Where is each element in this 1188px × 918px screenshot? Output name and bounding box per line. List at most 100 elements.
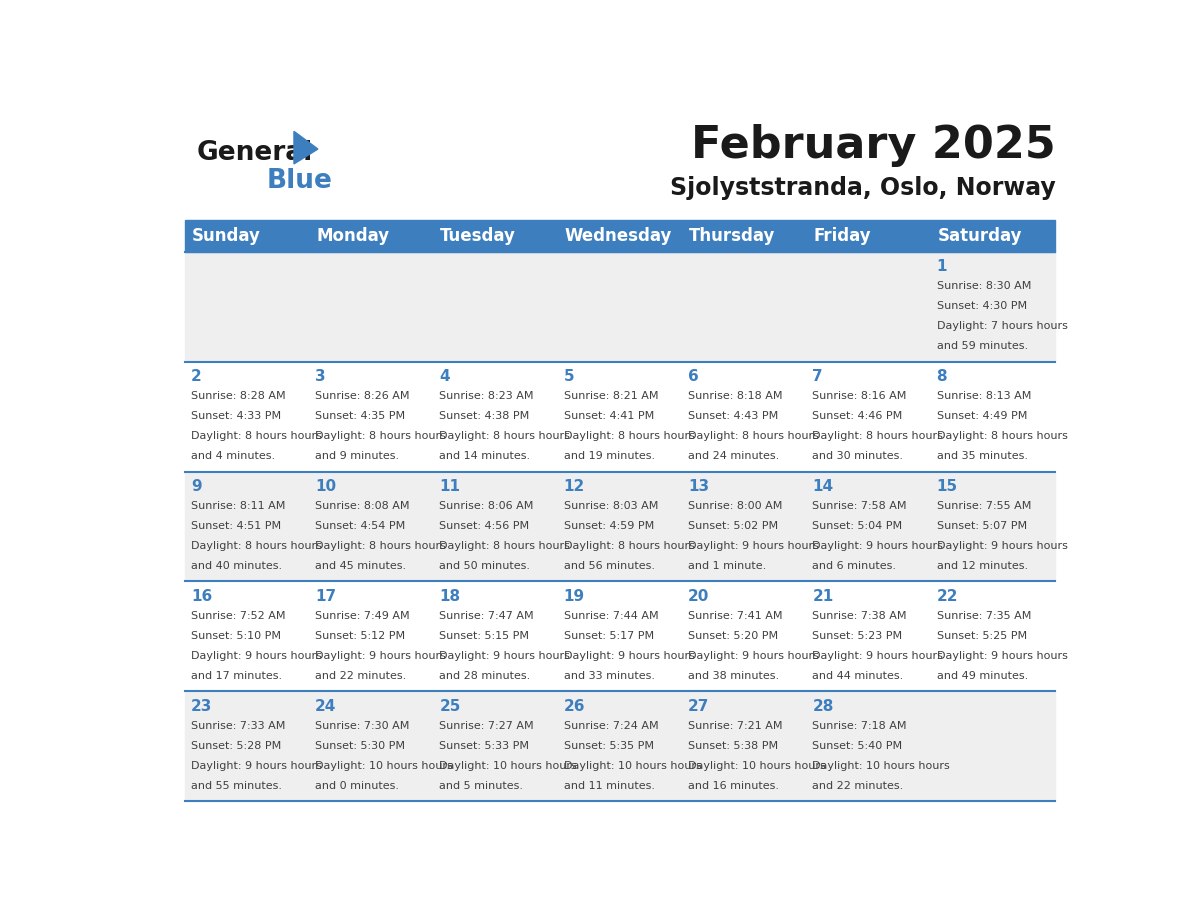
Text: 8: 8 [936,369,947,384]
Text: Daylight: 8 hours hours: Daylight: 8 hours hours [315,431,446,441]
Text: Sjolyststranda, Oslo, Norway: Sjolyststranda, Oslo, Norway [670,176,1055,200]
Text: 20: 20 [688,588,709,603]
Text: Daylight: 7 hours hours: Daylight: 7 hours hours [936,320,1068,330]
Text: Sunset: 5:30 PM: Sunset: 5:30 PM [315,741,405,751]
Text: Sunrise: 7:21 AM: Sunrise: 7:21 AM [688,722,783,731]
Text: Sunset: 5:07 PM: Sunset: 5:07 PM [936,521,1026,531]
Text: Sunset: 4:33 PM: Sunset: 4:33 PM [191,411,282,421]
Text: Sunrise: 7:33 AM: Sunrise: 7:33 AM [191,722,285,731]
Text: 13: 13 [688,478,709,494]
Text: 3: 3 [315,369,326,384]
Text: Sunrise: 8:13 AM: Sunrise: 8:13 AM [936,391,1031,401]
Text: 21: 21 [813,588,834,603]
Text: Sunset: 4:49 PM: Sunset: 4:49 PM [936,411,1026,421]
Text: Daylight: 8 hours hours: Daylight: 8 hours hours [813,431,943,441]
Text: Sunrise: 8:00 AM: Sunrise: 8:00 AM [688,501,783,511]
Text: and 1 minute.: and 1 minute. [688,561,766,571]
Text: Sunset: 5:20 PM: Sunset: 5:20 PM [688,631,778,641]
Text: Sunset: 5:10 PM: Sunset: 5:10 PM [191,631,280,641]
Text: Sunrise: 7:52 AM: Sunrise: 7:52 AM [191,611,285,621]
Text: Sunrise: 8:18 AM: Sunrise: 8:18 AM [688,391,783,401]
Text: and 45 minutes.: and 45 minutes. [315,561,406,571]
Text: 25: 25 [440,699,461,713]
Text: Daylight: 9 hours hours: Daylight: 9 hours hours [688,651,819,661]
Text: Daylight: 9 hours hours: Daylight: 9 hours hours [564,651,695,661]
Text: Sunset: 4:51 PM: Sunset: 4:51 PM [191,521,282,531]
Text: Sunset: 5:28 PM: Sunset: 5:28 PM [191,741,282,751]
Text: 10: 10 [315,478,336,494]
Text: Daylight: 8 hours hours: Daylight: 8 hours hours [191,541,322,551]
Bar [185,219,1055,252]
Polygon shape [293,131,318,164]
Text: 14: 14 [813,478,834,494]
Bar [185,362,1055,472]
Text: and 16 minutes.: and 16 minutes. [688,780,779,790]
Text: Sunset: 4:59 PM: Sunset: 4:59 PM [564,521,653,531]
Text: Daylight: 8 hours hours: Daylight: 8 hours hours [688,431,819,441]
Text: Sunset: 5:33 PM: Sunset: 5:33 PM [440,741,530,751]
Text: Sunset: 5:23 PM: Sunset: 5:23 PM [813,631,903,641]
Text: 15: 15 [936,478,958,494]
Text: Sunrise: 8:08 AM: Sunrise: 8:08 AM [315,501,410,511]
Text: Daylight: 9 hours hours: Daylight: 9 hours hours [688,541,819,551]
Text: 24: 24 [315,699,336,713]
Text: Sunset: 4:54 PM: Sunset: 4:54 PM [315,521,405,531]
Text: Sunset: 5:25 PM: Sunset: 5:25 PM [936,631,1026,641]
Text: Sunset: 5:35 PM: Sunset: 5:35 PM [564,741,653,751]
Text: and 6 minutes.: and 6 minutes. [813,561,896,571]
Text: Friday: Friday [814,227,871,244]
Text: February 2025: February 2025 [690,124,1055,167]
Bar [185,691,1055,801]
Text: Daylight: 9 hours hours: Daylight: 9 hours hours [440,651,570,661]
Text: Sunset: 5:17 PM: Sunset: 5:17 PM [564,631,653,641]
Text: 16: 16 [191,588,213,603]
Text: Sunrise: 8:03 AM: Sunrise: 8:03 AM [564,501,658,511]
Text: Sunrise: 7:49 AM: Sunrise: 7:49 AM [315,611,410,621]
Bar [185,581,1055,691]
Text: Sunrise: 7:55 AM: Sunrise: 7:55 AM [936,501,1031,511]
Text: Daylight: 8 hours hours: Daylight: 8 hours hours [440,431,570,441]
Text: and 28 minutes.: and 28 minutes. [440,670,531,680]
Text: and 59 minutes.: and 59 minutes. [936,341,1028,351]
Text: Daylight: 9 hours hours: Daylight: 9 hours hours [191,761,322,771]
Text: Daylight: 9 hours hours: Daylight: 9 hours hours [191,651,322,661]
Text: 1: 1 [936,259,947,274]
Text: Sunset: 5:12 PM: Sunset: 5:12 PM [315,631,405,641]
Text: Daylight: 9 hours hours: Daylight: 9 hours hours [813,651,943,661]
Text: Daylight: 8 hours hours: Daylight: 8 hours hours [564,541,695,551]
Text: Sunrise: 7:38 AM: Sunrise: 7:38 AM [813,611,906,621]
Text: Daylight: 8 hours hours: Daylight: 8 hours hours [191,431,322,441]
Text: 22: 22 [936,588,958,603]
Text: and 40 minutes.: and 40 minutes. [191,561,282,571]
Text: 6: 6 [688,369,699,384]
Text: and 50 minutes.: and 50 minutes. [440,561,530,571]
Text: Sunset: 5:02 PM: Sunset: 5:02 PM [688,521,778,531]
Text: Sunset: 4:56 PM: Sunset: 4:56 PM [440,521,530,531]
Text: and 38 minutes.: and 38 minutes. [688,670,779,680]
Text: Wednesday: Wednesday [564,227,672,244]
Text: 18: 18 [440,588,461,603]
Text: Daylight: 8 hours hours: Daylight: 8 hours hours [440,541,570,551]
Text: and 35 minutes.: and 35 minutes. [936,451,1028,461]
Text: Sunset: 5:04 PM: Sunset: 5:04 PM [813,521,903,531]
Text: Daylight: 10 hours hours: Daylight: 10 hours hours [315,761,453,771]
Text: Sunset: 5:40 PM: Sunset: 5:40 PM [813,741,903,751]
Text: and 22 minutes.: and 22 minutes. [813,780,904,790]
Text: Sunrise: 8:06 AM: Sunrise: 8:06 AM [440,501,533,511]
Text: Sunrise: 8:23 AM: Sunrise: 8:23 AM [440,391,533,401]
Text: and 30 minutes.: and 30 minutes. [813,451,903,461]
Text: 5: 5 [564,369,574,384]
Text: Sunrise: 7:47 AM: Sunrise: 7:47 AM [440,611,535,621]
Text: Daylight: 9 hours hours: Daylight: 9 hours hours [315,651,446,661]
Text: Sunrise: 8:21 AM: Sunrise: 8:21 AM [564,391,658,401]
Text: Thursday: Thursday [689,227,776,244]
Text: Daylight: 8 hours hours: Daylight: 8 hours hours [936,431,1068,441]
Text: Blue: Blue [266,168,333,194]
Text: and 24 minutes.: and 24 minutes. [688,451,779,461]
Text: Sunrise: 7:24 AM: Sunrise: 7:24 AM [564,722,658,731]
Text: Sunrise: 8:26 AM: Sunrise: 8:26 AM [315,391,410,401]
Text: and 19 minutes.: and 19 minutes. [564,451,655,461]
Text: and 9 minutes.: and 9 minutes. [315,451,399,461]
Text: Sunset: 4:41 PM: Sunset: 4:41 PM [564,411,653,421]
Text: and 0 minutes.: and 0 minutes. [315,780,399,790]
